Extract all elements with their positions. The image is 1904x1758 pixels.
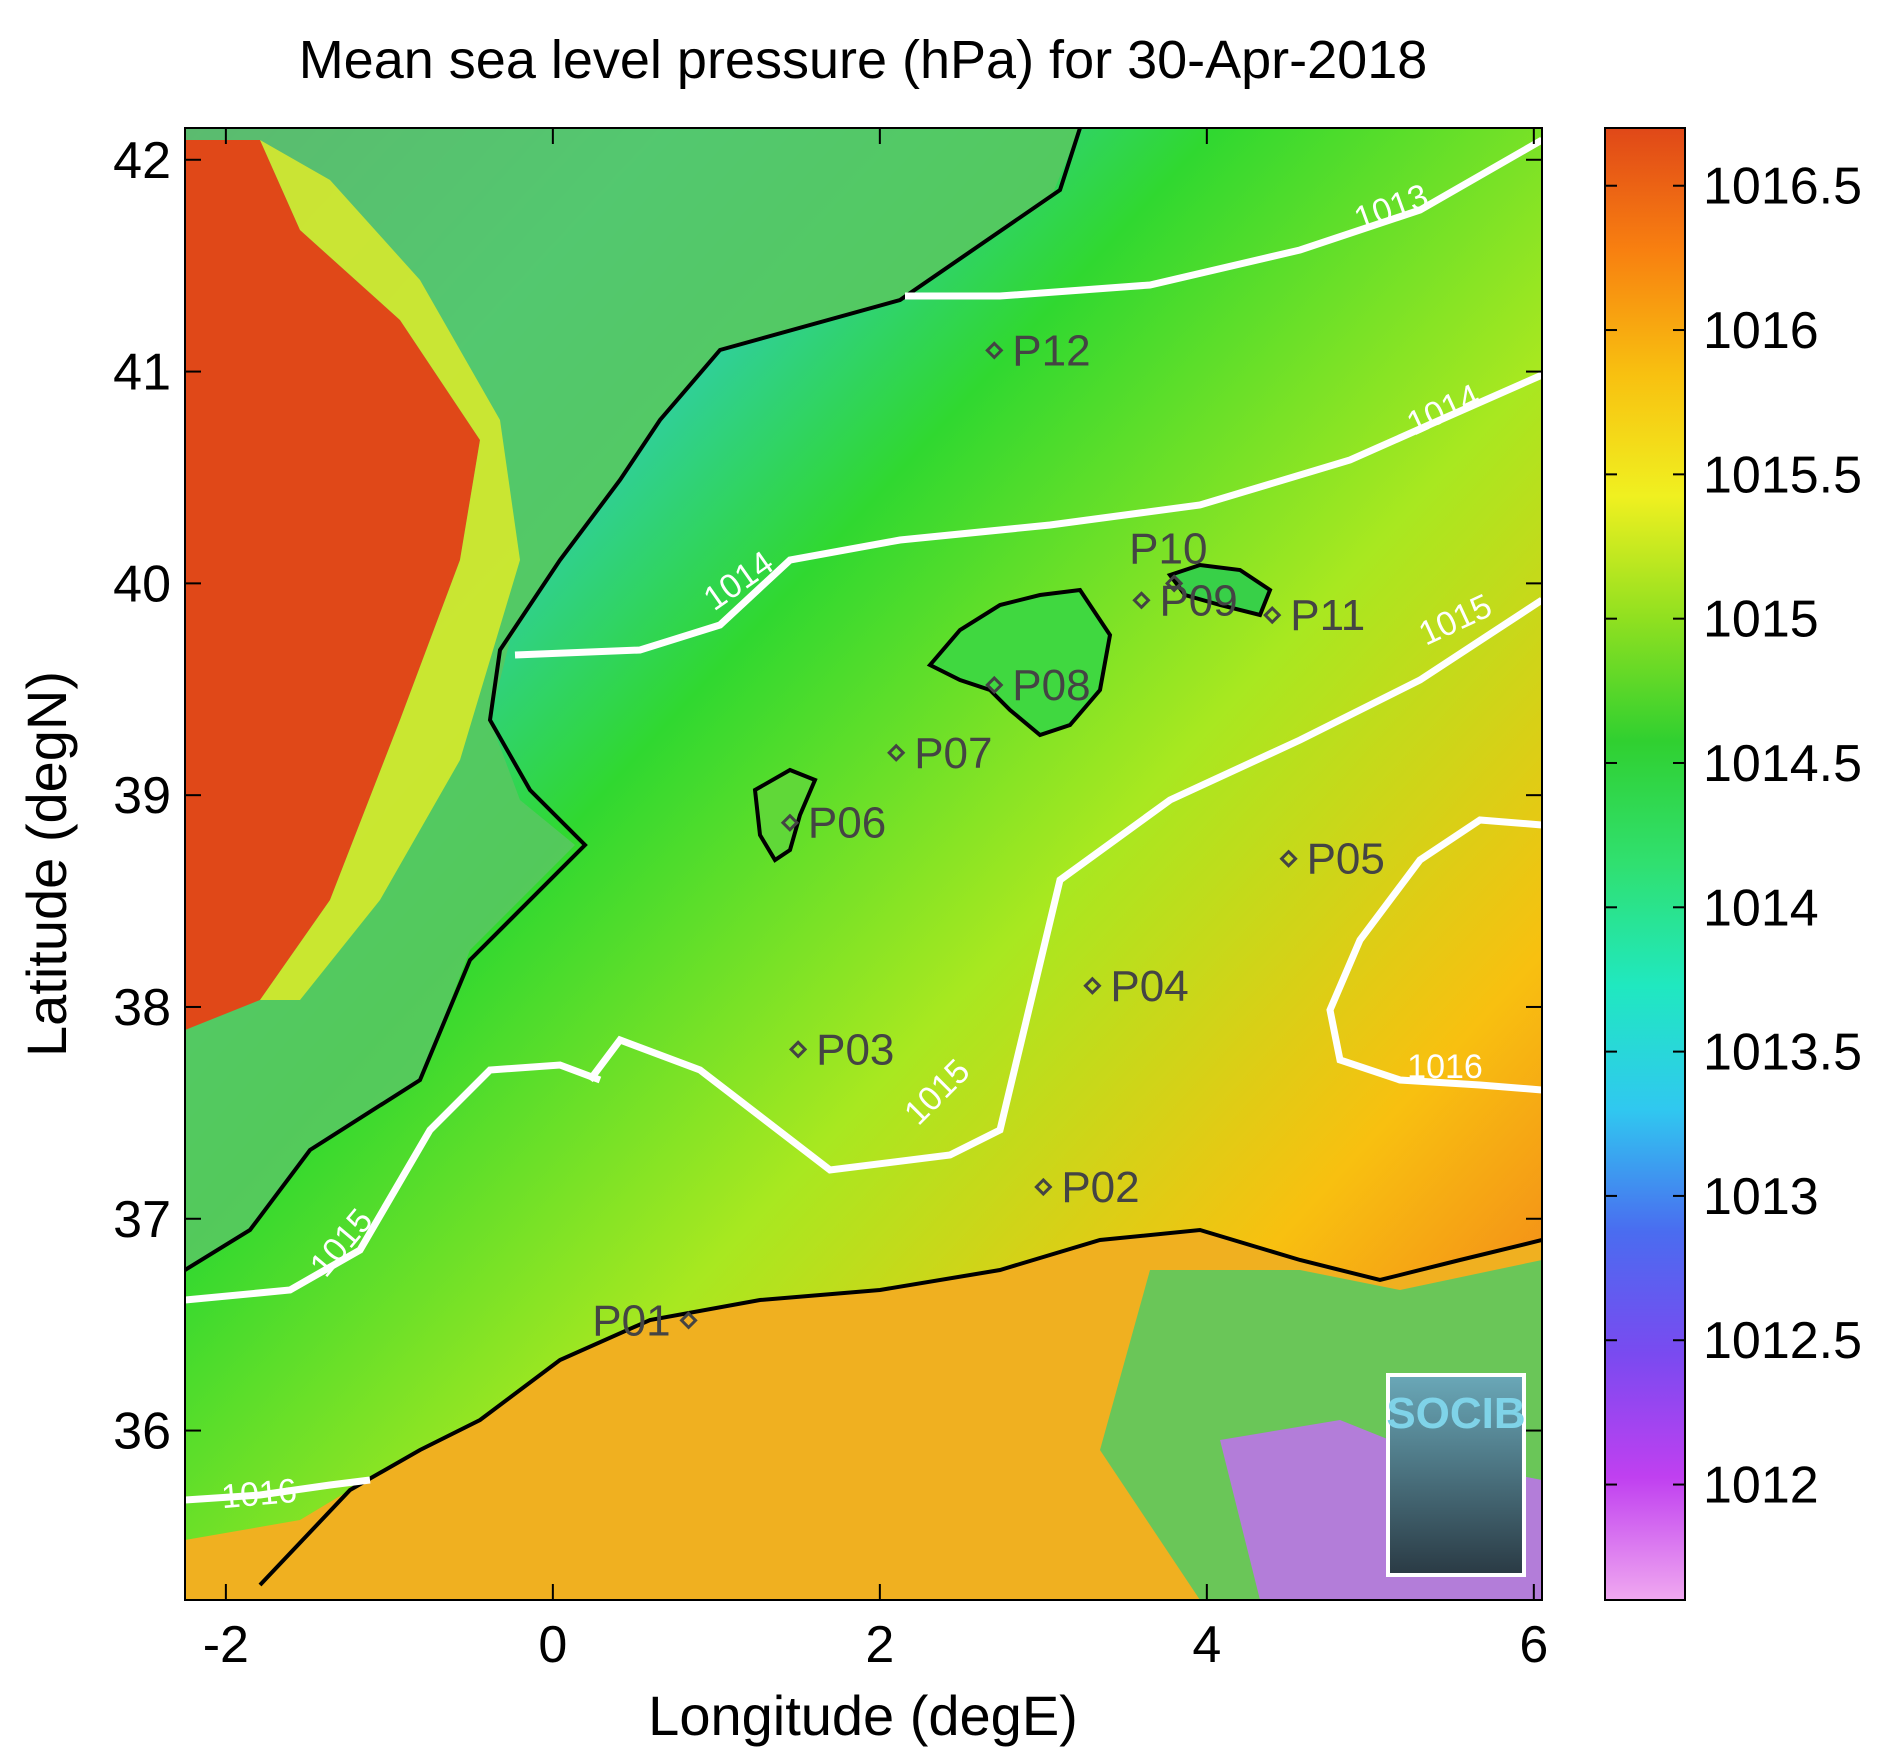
colorbar-tick-label: 1016 bbox=[1703, 302, 1819, 360]
island-ibiza bbox=[752, 767, 818, 863]
y-tick-label: 36 bbox=[113, 1403, 171, 1461]
colorbar-tick-label: 1013 bbox=[1703, 1168, 1819, 1226]
station-marker-p06 bbox=[780, 813, 800, 832]
isobar-1015-north bbox=[587, 597, 1542, 1174]
station-label-p11: P11 bbox=[1290, 591, 1365, 640]
station-marker-p03 bbox=[788, 1040, 808, 1059]
station-marker-p11 bbox=[1263, 606, 1282, 625]
colorbar-tick-label: 1015.5 bbox=[1703, 446, 1862, 504]
station-label-p06: P06 bbox=[808, 799, 886, 848]
socib-logo-text: SOCIB bbox=[1386, 1389, 1525, 1438]
y-tick-label: 37 bbox=[113, 1191, 171, 1249]
y-tick-label: 39 bbox=[113, 767, 171, 825]
colorbar-tick-label: 1012 bbox=[1703, 1457, 1819, 1515]
station-marker-p12 bbox=[985, 341, 1004, 360]
station-label-p12: P12 bbox=[1012, 326, 1090, 375]
land-iberia-mid bbox=[260, 140, 520, 1000]
isobar-1015-south bbox=[185, 1061, 602, 1304]
station-label-p08: P08 bbox=[1012, 661, 1090, 710]
x-tick-label: 0 bbox=[538, 1616, 567, 1674]
station-marker-p04 bbox=[1083, 976, 1102, 995]
station-marker-p01 bbox=[679, 1311, 698, 1330]
map-title: Mean sea level pressure (hPa) for 30-Apr… bbox=[299, 30, 1428, 90]
y-axis-label: Latitude (degN) bbox=[15, 671, 78, 1057]
station-marker-p05 bbox=[1279, 849, 1298, 868]
station-marker-p10 bbox=[1165, 574, 1184, 593]
island-mallorca bbox=[926, 587, 1113, 738]
station-label-p04: P04 bbox=[1110, 962, 1188, 1011]
colorbar-tick-label: 1014.5 bbox=[1703, 735, 1862, 793]
x-tick-label: 4 bbox=[1192, 1616, 1221, 1674]
isobar-1016-south bbox=[185, 1476, 371, 1504]
station-label-p07: P07 bbox=[914, 729, 992, 778]
y-tick-label: 38 bbox=[113, 979, 171, 1037]
station-marker-p02 bbox=[1034, 1177, 1053, 1197]
colorbar-tick-label: 1015 bbox=[1703, 591, 1819, 649]
x-tick-label: -2 bbox=[203, 1616, 249, 1674]
isobar-1016-east bbox=[1326, 816, 1542, 1094]
station-label-p03: P03 bbox=[816, 1025, 894, 1074]
coastline-iberia bbox=[185, 128, 1082, 1272]
colorbar-tick-label: 1016.5 bbox=[1703, 158, 1862, 216]
x-tick-label: 6 bbox=[1519, 1616, 1548, 1674]
coastline-africa bbox=[258, 1227, 1542, 1587]
plot-frame bbox=[184, 127, 1543, 1601]
station-marker-p09 bbox=[1132, 591, 1151, 610]
island-menorca bbox=[1166, 562, 1273, 618]
station-label-p01: P01 bbox=[592, 1296, 670, 1345]
isobar-1013 bbox=[905, 136, 1542, 300]
colorbar-tick-label: 1014 bbox=[1703, 879, 1819, 937]
map-plot-area bbox=[185, 128, 1542, 1600]
contour-label: 1016 bbox=[220, 1472, 299, 1516]
x-axis-label: Longitude (degE) bbox=[648, 1684, 1078, 1747]
y-tick-label: 42 bbox=[113, 132, 171, 190]
station-label-p09: P09 bbox=[1159, 576, 1237, 625]
x-axis-ticks: -2 0 2 4 6 bbox=[203, 128, 1548, 1674]
station-label-p02: P02 bbox=[1061, 1163, 1139, 1212]
y-axis-ticks: 36 37 38 39 40 41 42 bbox=[113, 132, 1542, 1461]
x-tick-label: 2 bbox=[865, 1616, 894, 1674]
y-tick-label: 40 bbox=[113, 555, 171, 613]
station-marker-p07 bbox=[887, 743, 906, 762]
colorbar bbox=[1604, 127, 1686, 1601]
isobar-1014 bbox=[514, 371, 1542, 659]
contour-label: 1016 bbox=[1407, 1048, 1483, 1086]
socib-logo: SOCIB bbox=[1386, 1373, 1526, 1577]
station-label-p10: P10 bbox=[1129, 524, 1207, 573]
station-label-p05: P05 bbox=[1307, 835, 1385, 884]
land-iberia-high bbox=[185, 140, 480, 1030]
colorbar-tick-label: 1012.5 bbox=[1703, 1312, 1862, 1370]
station-marker-p08 bbox=[985, 675, 1004, 695]
socib-logo-box bbox=[1386, 1373, 1526, 1577]
colorbar-ticks: 1012 1012.5 1013 1013.5 1014 1014.5 1015 1015.5… bbox=[1605, 158, 1862, 1515]
y-tick-label: 41 bbox=[113, 344, 171, 402]
colorbar-tick-label: 1013.5 bbox=[1703, 1024, 1862, 1082]
